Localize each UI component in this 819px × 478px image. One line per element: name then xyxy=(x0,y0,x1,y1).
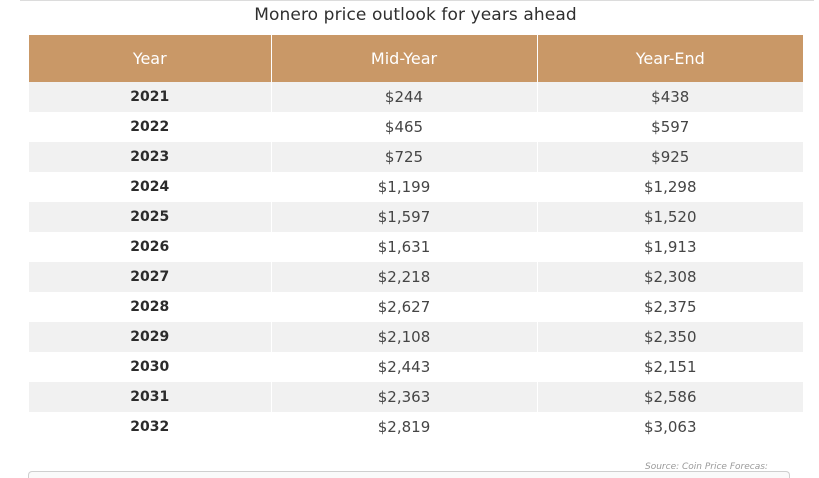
year-end-cell: $597 xyxy=(536,112,803,142)
mid-year-cell: $465 xyxy=(270,112,537,142)
mid-year-cell: $2,218 xyxy=(270,262,537,292)
table-row: 2029 $2,108 $2,350 xyxy=(29,322,803,352)
table-row: 2028 $2,627 $2,375 xyxy=(29,292,803,322)
year-cell: 2028 xyxy=(29,292,271,322)
table-row: 2032 $2,819 $3,063 xyxy=(29,412,803,442)
source-note: Source: Coin Price Forecas: xyxy=(645,462,768,472)
mid-year-cell: $1,631 xyxy=(270,232,537,262)
table-row: 2025 $1,597 $1,520 xyxy=(29,202,803,232)
year-end-cell: $438 xyxy=(536,82,803,112)
year-cell: 2022 xyxy=(29,112,271,142)
table-header: Year Mid-Year Year-End xyxy=(29,35,803,82)
top-divider xyxy=(20,0,814,1)
mid-year-cell: $2,819 xyxy=(270,412,537,442)
table-row: 2021 $244 $438 xyxy=(29,82,803,112)
header-mid-year: Mid-Year xyxy=(270,35,537,82)
table-body: 2021 $244 $438 2022 $465 $597 2023 $725 … xyxy=(29,82,803,442)
year-cell: 2029 xyxy=(29,322,271,352)
mid-year-cell: $725 xyxy=(270,142,537,172)
year-end-cell: $925 xyxy=(536,142,803,172)
table-row: 2023 $725 $925 xyxy=(29,142,803,172)
year-cell: 2023 xyxy=(29,142,271,172)
mid-year-cell: $1,199 xyxy=(270,172,537,202)
table-row: 2026 $1,631 $1,913 xyxy=(29,232,803,262)
year-cell: 2032 xyxy=(29,412,271,442)
year-cell: 2024 xyxy=(29,172,271,202)
year-end-cell: $2,375 xyxy=(536,292,803,322)
table-row: 2031 $2,363 $2,586 xyxy=(29,382,803,412)
year-end-cell: $3,063 xyxy=(536,412,803,442)
table-row: 2022 $465 $597 xyxy=(29,112,803,142)
year-cell: 2026 xyxy=(29,232,271,262)
mid-year-cell: $2,363 xyxy=(270,382,537,412)
year-end-cell: $2,350 xyxy=(536,322,803,352)
year-end-cell: $1,520 xyxy=(536,202,803,232)
year-end-cell: $2,586 xyxy=(536,382,803,412)
year-cell: 2030 xyxy=(29,352,271,382)
mid-year-cell: $2,108 xyxy=(270,322,537,352)
table-row: 2027 $2,218 $2,308 xyxy=(29,262,803,292)
header-year: Year xyxy=(29,35,271,82)
table-row: 2030 $2,443 $2,151 xyxy=(29,352,803,382)
table-title: Monero price outlook for years ahead xyxy=(254,5,577,25)
header-row: Year Mid-Year Year-End xyxy=(29,35,803,82)
year-end-cell: $1,913 xyxy=(536,232,803,262)
year-cell: 2021 xyxy=(29,82,271,112)
year-end-cell: $2,308 xyxy=(536,262,803,292)
year-end-cell: $2,151 xyxy=(536,352,803,382)
table-row: 2024 $1,199 $1,298 xyxy=(29,172,803,202)
year-cell: 2031 xyxy=(29,382,271,412)
year-end-cell: $1,298 xyxy=(536,172,803,202)
mid-year-cell: $2,443 xyxy=(270,352,537,382)
price-outlook-table: Year Mid-Year Year-End 2021 $244 $438 20… xyxy=(29,35,803,442)
year-cell: 2025 xyxy=(29,202,271,232)
header-year-end: Year-End xyxy=(536,35,803,82)
mid-year-cell: $2,627 xyxy=(270,292,537,322)
mid-year-cell: $1,597 xyxy=(270,202,537,232)
mid-year-cell: $244 xyxy=(270,82,537,112)
year-cell: 2027 xyxy=(29,262,271,292)
